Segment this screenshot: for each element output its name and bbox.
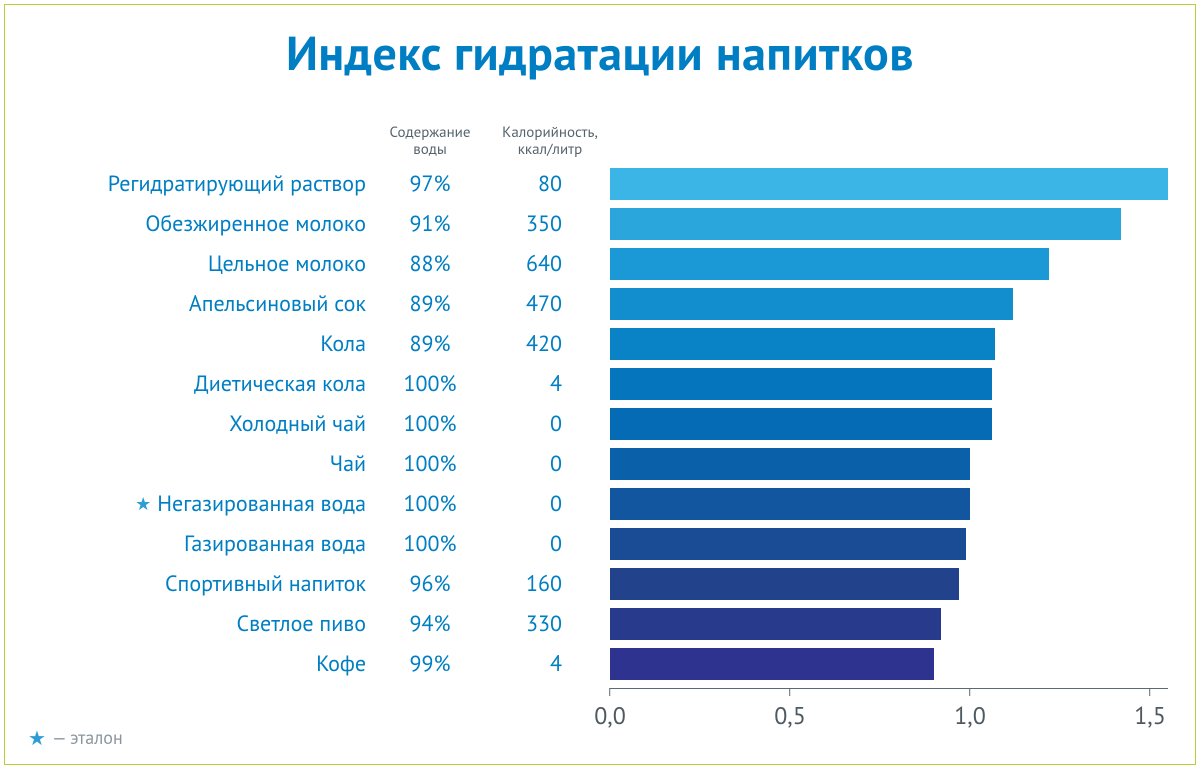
- water-value: 100%: [370, 370, 490, 398]
- col-header-water: Содержаниеводы: [370, 125, 490, 158]
- legend-etalon: ★ — эталон: [28, 726, 123, 749]
- bar: [610, 288, 1013, 320]
- water-value: 99%: [370, 650, 490, 678]
- bar-track: [610, 644, 1168, 684]
- bar-track: [610, 564, 1168, 604]
- bar-track: [610, 524, 1168, 564]
- data-row: Спортивный напиток96%160: [22, 564, 1168, 604]
- legend-text: — эталон: [52, 726, 123, 749]
- bar: [610, 528, 966, 560]
- data-row: Холодный чай100%0: [22, 404, 1168, 444]
- axis-tick: 1,5: [1134, 688, 1166, 731]
- x-axis: 0,00,51,01,5: [610, 688, 1168, 728]
- calories-value: 0: [490, 530, 610, 558]
- axis-tick-label: 1,0: [954, 700, 986, 731]
- calories-value: 420: [490, 330, 610, 358]
- axis-tick: 0,5: [774, 688, 806, 731]
- calories-value: 640: [490, 250, 610, 278]
- bar-track: [610, 324, 1168, 364]
- data-row: Цельное молоко88%640: [22, 244, 1168, 284]
- axis-tick: 1,0: [954, 688, 986, 731]
- chart-body: Содержаниеводы Калорийность,ккал/литр Ре…: [22, 118, 1168, 684]
- row-label: Диетическая кола: [22, 370, 370, 398]
- water-value: 100%: [370, 490, 490, 518]
- row-label: Газированная вода: [22, 530, 370, 558]
- row-label: Обезжиренное молоко: [22, 210, 370, 238]
- bar-track: [610, 164, 1168, 204]
- row-label: Регидратирующий раствор: [22, 170, 370, 198]
- bar-track: [610, 444, 1168, 484]
- calories-value: 0: [490, 490, 610, 518]
- calories-value: 80: [490, 170, 610, 198]
- water-value: 89%: [370, 290, 490, 318]
- calories-value: 160: [490, 570, 610, 598]
- row-label: Апельсиновый сок: [22, 290, 370, 318]
- water-value: 89%: [370, 330, 490, 358]
- col-header-calories: Калорийность,ккал/литр: [490, 125, 610, 158]
- bar: [610, 208, 1121, 240]
- row-label: Светлое пиво: [22, 610, 370, 638]
- water-value: 100%: [370, 410, 490, 438]
- data-row: Светлое пиво94%330: [22, 604, 1168, 644]
- bar: [610, 568, 959, 600]
- calories-value: 4: [490, 370, 610, 398]
- water-value: 94%: [370, 610, 490, 638]
- bar: [610, 368, 992, 400]
- data-row: Чай100%0: [22, 444, 1168, 484]
- water-value: 100%: [370, 530, 490, 558]
- data-row: Газированная вода100%0: [22, 524, 1168, 564]
- calories-value: 470: [490, 290, 610, 318]
- water-value: 100%: [370, 450, 490, 478]
- bar: [610, 408, 992, 440]
- bar: [610, 608, 941, 640]
- data-row: Обезжиренное молоко91%350: [22, 204, 1168, 244]
- water-value: 97%: [370, 170, 490, 198]
- row-label: Кофе: [22, 650, 370, 678]
- row-label: ★Негазированная вода: [22, 490, 370, 518]
- data-row: ★Негазированная вода100%0: [22, 484, 1168, 524]
- axis-tick-label: 0,5: [774, 700, 806, 731]
- bar: [610, 168, 1168, 200]
- bar-track: [610, 284, 1168, 324]
- water-value: 91%: [370, 210, 490, 238]
- star-icon: ★: [28, 728, 46, 748]
- axis-tick-label: 1,5: [1134, 700, 1166, 731]
- row-label: Кола: [22, 330, 370, 358]
- bar: [610, 248, 1049, 280]
- column-headers: Содержаниеводы Калорийность,ккал/литр: [22, 118, 1168, 164]
- calories-value: 350: [490, 210, 610, 238]
- water-value: 88%: [370, 250, 490, 278]
- bar-track: [610, 404, 1168, 444]
- bar: [610, 488, 970, 520]
- calories-value: 0: [490, 450, 610, 478]
- data-row: Апельсиновый сок89%470: [22, 284, 1168, 324]
- calories-value: 0: [490, 410, 610, 438]
- bar-track: [610, 364, 1168, 404]
- calories-value: 4: [490, 650, 610, 678]
- bar-track: [610, 244, 1168, 284]
- bar: [610, 328, 995, 360]
- data-row: Кофе99%4: [22, 644, 1168, 684]
- row-label: Чай: [22, 450, 370, 478]
- data-row: Диетическая кола100%4: [22, 364, 1168, 404]
- star-icon: ★: [135, 495, 151, 513]
- axis-tick: 0,0: [594, 688, 626, 731]
- data-row: Регидратирующий раствор97%80: [22, 164, 1168, 204]
- bar-track: [610, 604, 1168, 644]
- bar: [610, 648, 934, 680]
- calories-value: 330: [490, 610, 610, 638]
- data-row: Кола89%420: [22, 324, 1168, 364]
- bar-track: [610, 204, 1168, 244]
- row-label: Цельное молоко: [22, 250, 370, 278]
- bar: [610, 448, 970, 480]
- axis-tick-label: 0,0: [594, 700, 626, 731]
- bar-track: [610, 484, 1168, 524]
- water-value: 96%: [370, 570, 490, 598]
- row-label: Спортивный напиток: [22, 570, 370, 598]
- row-label: Холодный чай: [22, 410, 370, 438]
